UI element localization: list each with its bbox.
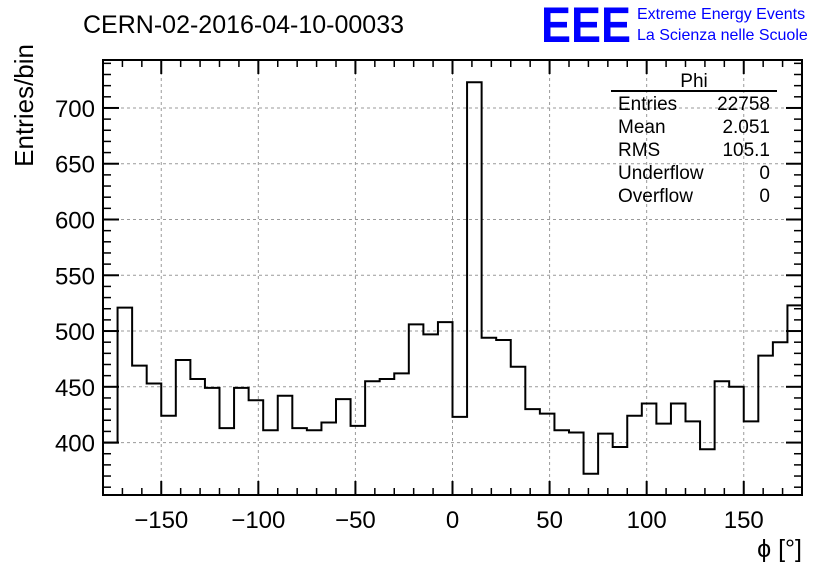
stats-value-entries: 22758 bbox=[717, 94, 770, 115]
histogram-bin bbox=[482, 338, 497, 495]
histogram-bin bbox=[569, 433, 584, 495]
histogram-bin bbox=[438, 322, 453, 495]
histogram-bin bbox=[321, 423, 336, 496]
y-tick-label: 450 bbox=[55, 375, 95, 402]
y-tick-label: 400 bbox=[55, 431, 95, 458]
histogram-bin bbox=[598, 434, 613, 495]
y-axis-label: Entries/bin bbox=[9, 44, 39, 167]
eee-logo: EEE bbox=[541, 0, 631, 53]
histogram-bin bbox=[249, 400, 264, 495]
stats-value-rms: 105.1 bbox=[722, 140, 770, 161]
histogram-bin bbox=[132, 366, 147, 495]
histogram-bin bbox=[190, 379, 205, 495]
histogram-bin bbox=[220, 428, 235, 495]
histogram-bin bbox=[365, 381, 380, 495]
histogram-bin bbox=[758, 356, 773, 495]
y-axis-ticks: 400 450 500 550 600 650 700 bbox=[55, 62, 802, 488]
x-axis-label: ϕ [°] bbox=[757, 535, 802, 563]
histogram-bin bbox=[351, 426, 366, 495]
histogram-bin bbox=[453, 417, 468, 495]
x-tick-label: 100 bbox=[627, 507, 667, 534]
x-tick-label: 150 bbox=[724, 507, 764, 534]
stats-box: Phi Entries 22758 Mean 2.051 RMS 105.1 U… bbox=[611, 71, 777, 207]
stats-label-rms: RMS bbox=[618, 140, 660, 161]
x-tick-label: 0 bbox=[446, 507, 459, 534]
histogram-bin bbox=[147, 383, 162, 495]
y-tick-label: 600 bbox=[55, 208, 95, 235]
stats-label-overflow: Overflow bbox=[618, 186, 693, 207]
x-axis-ticks: −150 −100 −50 0 50 100 150 bbox=[102, 60, 803, 534]
histogram-bin bbox=[613, 447, 628, 495]
histogram-bin bbox=[176, 360, 191, 495]
histogram-bin bbox=[394, 373, 409, 495]
histogram-bin bbox=[409, 324, 424, 495]
histogram-bin bbox=[671, 404, 686, 495]
histogram-bin bbox=[729, 387, 744, 495]
histogram-bin bbox=[263, 430, 278, 495]
grid-lines bbox=[103, 60, 802, 495]
histogram-bin bbox=[467, 82, 482, 495]
y-tick-label: 550 bbox=[55, 263, 95, 290]
stats-label-underflow: Underflow bbox=[618, 163, 704, 184]
histogram-bin bbox=[118, 308, 133, 495]
histogram-outline bbox=[102, 81, 803, 495]
histogram-bin bbox=[656, 424, 671, 495]
histogram-bin bbox=[278, 396, 293, 495]
histogram-bin bbox=[700, 449, 715, 495]
chart-title: CERN-02-2016-04-10-00033 bbox=[83, 11, 404, 39]
stats-label-mean: Mean bbox=[618, 117, 666, 138]
histogram-bin bbox=[715, 381, 730, 495]
histogram-bin bbox=[627, 416, 642, 495]
logo-line-1: Extreme Energy Events bbox=[637, 6, 805, 23]
histogram-bin bbox=[423, 334, 438, 495]
histogram-bin bbox=[744, 421, 759, 495]
histogram-bin bbox=[380, 379, 395, 495]
histogram-bin bbox=[511, 367, 526, 495]
histogram-bin bbox=[642, 404, 657, 495]
histogram-bin bbox=[496, 340, 511, 495]
histogram-bin bbox=[525, 409, 540, 495]
histogram-bin bbox=[161, 416, 176, 495]
y-tick-label: 500 bbox=[55, 319, 95, 346]
histogram-bin bbox=[787, 305, 802, 495]
y-tick-label: 650 bbox=[55, 152, 95, 179]
histogram-bin bbox=[336, 399, 351, 495]
stats-value-underflow: 0 bbox=[759, 163, 770, 184]
x-tick-label: −100 bbox=[231, 507, 285, 534]
y-tick-label: 700 bbox=[55, 96, 95, 123]
histogram-bin bbox=[540, 414, 555, 495]
histogram-bin bbox=[307, 430, 322, 495]
histogram-bin bbox=[205, 388, 220, 495]
stats-label-entries: Entries bbox=[618, 94, 677, 115]
histogram-bin bbox=[773, 342, 788, 495]
histogram-bin bbox=[686, 421, 701, 495]
stats-title: Phi bbox=[680, 71, 707, 92]
histogram-bin bbox=[554, 430, 569, 495]
x-tick-label: −50 bbox=[335, 507, 376, 534]
histogram-bin bbox=[234, 388, 249, 495]
stats-value-mean: 2.051 bbox=[722, 117, 770, 138]
histogram-bin bbox=[292, 428, 307, 495]
histogram-bin bbox=[584, 474, 599, 495]
logo-line-2: La Scienza nelle Scuole bbox=[637, 27, 808, 44]
x-tick-label: 50 bbox=[536, 507, 563, 534]
x-tick-label: −150 bbox=[134, 507, 188, 534]
stats-value-overflow: 0 bbox=[759, 186, 770, 207]
